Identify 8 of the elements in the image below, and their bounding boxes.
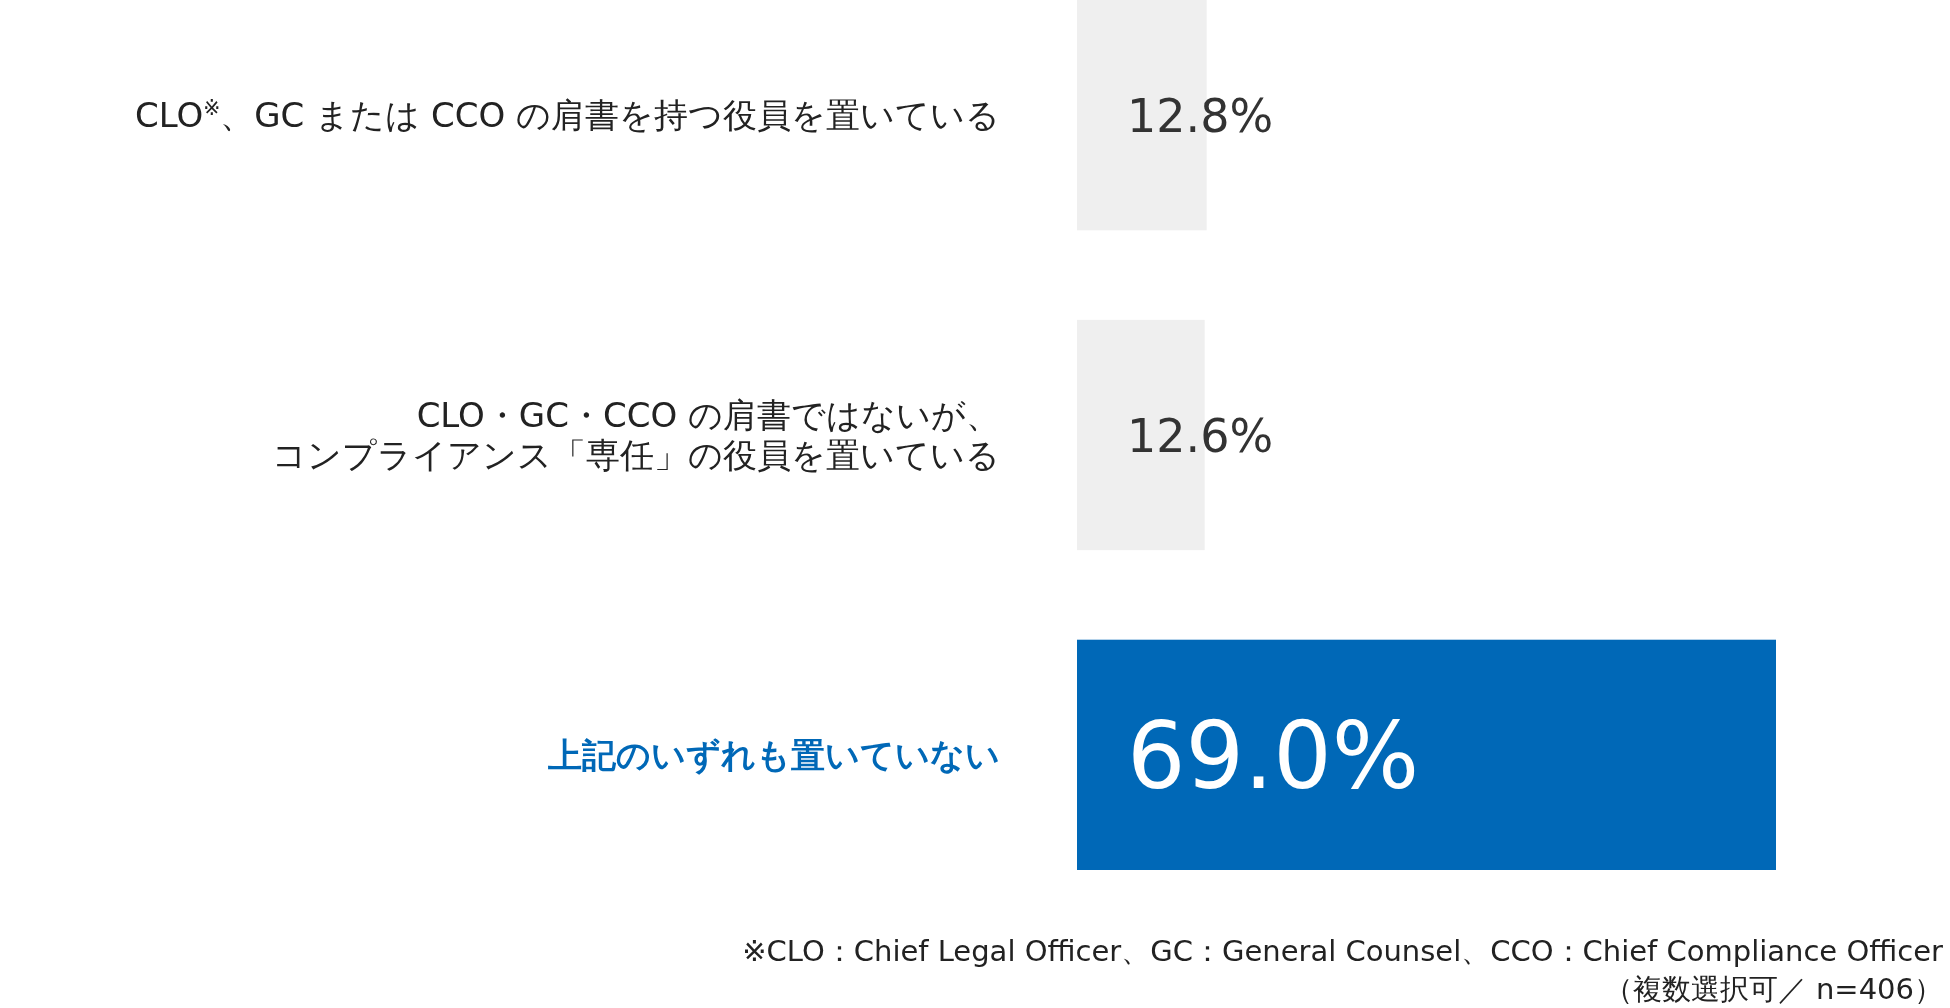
y-tick-label: CLO$^{※}$、GC または CCO の肩書を持つ役員を置いている [134,95,1000,136]
text: （複数選択可／ n=406） [1603,972,1943,1007]
text: ※CLO：Chief Legal Officer、GC：General Counsel、CCO：Chief Compliance Officer [742,934,1944,969]
data-label: 12.8% [1127,88,1274,143]
data-label: 12.6% [1127,408,1274,463]
y-tick-label: 上記のいずれも置いていない [547,735,1000,776]
data-label: 69.0% [1127,702,1420,810]
y-tick-label: CLO・GC・CCO の肩書ではないが、コンプライアンス「専任」の役員を置いている [272,395,1000,476]
